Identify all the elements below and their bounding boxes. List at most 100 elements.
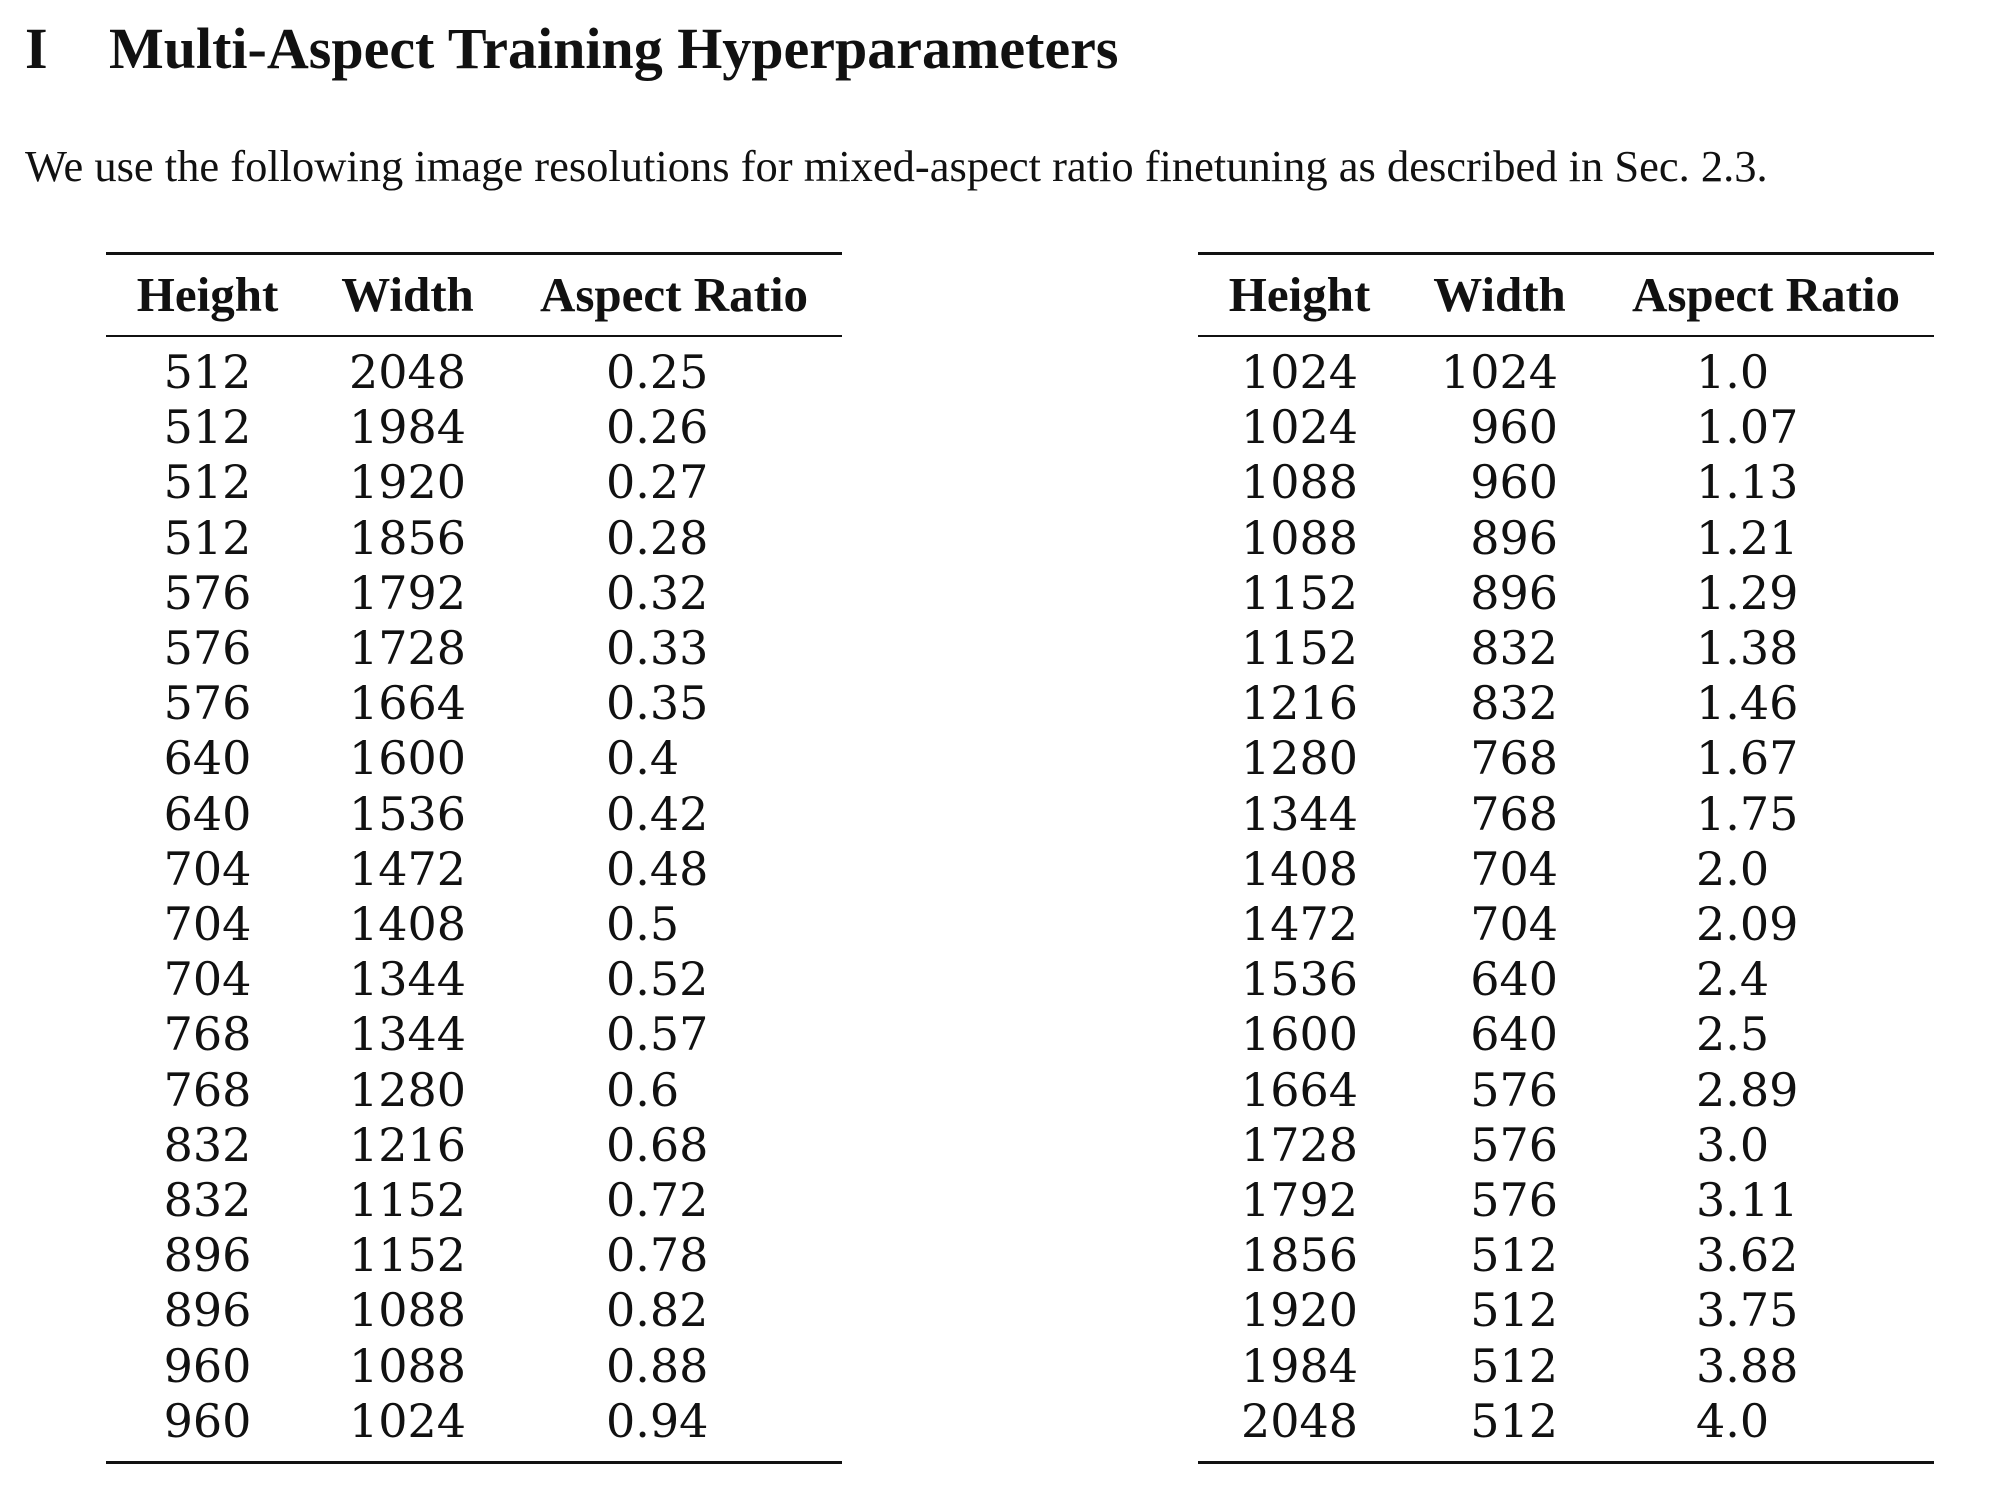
height-cell: 1536	[1240, 952, 1359, 1007]
aspect-ratio-cell: 0.35	[606, 676, 709, 731]
height-cell: 1024	[1240, 345, 1359, 399]
height-cell: 1280	[1240, 731, 1359, 786]
aspect-ratio-cell: 2.89	[1696, 1062, 1799, 1117]
aspect-ratio-cell: 3.0	[1696, 1117, 1770, 1172]
height-cell: 832	[163, 1117, 252, 1172]
width-cell: 576	[1470, 1062, 1558, 1117]
width-cell: 1792	[348, 565, 467, 620]
width-cell: 1280	[348, 1062, 467, 1117]
column-header-width: Width	[309, 253, 506, 337]
table-row: 1536 640 2.4	[1198, 952, 1934, 1007]
column-header-height: Height	[106, 253, 309, 337]
table-row: 704 1344 0.52	[106, 952, 842, 1007]
width-cell: 1536	[348, 786, 467, 841]
aspect-ratio-cell: 0.4	[606, 731, 680, 786]
height-cell: 1728	[1240, 1117, 1359, 1172]
table-row: 1024 960 1.07	[1198, 400, 1934, 455]
aspect-ratio-cell: 0.72	[606, 1173, 709, 1228]
table-row: 960 1088 0.88	[106, 1339, 842, 1394]
width-cell: 512	[1470, 1393, 1558, 1448]
aspect-ratio-cell: 3.62	[1696, 1228, 1799, 1283]
width-cell: 1152	[348, 1173, 467, 1228]
table-row: 640 1600 0.4	[106, 731, 842, 786]
table-row: 1344 768 1.75	[1198, 787, 1934, 842]
aspect-ratio-cell: 0.48	[606, 841, 709, 896]
width-cell: 640	[1470, 1007, 1558, 1062]
table-row: 512 1920 0.27	[106, 455, 842, 510]
height-cell: 704	[163, 841, 252, 896]
height-cell: 1152	[1240, 565, 1359, 620]
height-cell: 960	[163, 1338, 252, 1393]
width-cell: 1344	[348, 1007, 467, 1062]
height-cell: 512	[163, 400, 252, 455]
height-cell: 1984	[1240, 1338, 1359, 1393]
table-row: 896 1152 0.78	[106, 1228, 842, 1283]
aspect-ratio-cell: 0.33	[606, 621, 709, 676]
height-cell: 640	[163, 731, 252, 786]
table-row: 1472 704 2.09	[1198, 897, 1934, 952]
height-cell: 2048	[1240, 1393, 1359, 1448]
aspect-ratio-cell: 0.6	[606, 1062, 680, 1117]
width-cell: 832	[1470, 621, 1558, 676]
width-cell: 1088	[348, 1338, 467, 1393]
width-cell: 1984	[348, 400, 467, 455]
column-header-aspect-ratio: Aspect Ratio	[1598, 253, 1934, 337]
height-cell: 1344	[1240, 786, 1359, 841]
height-cell: 1024	[1240, 400, 1359, 455]
aspect-ratio-cell: 1.07	[1696, 400, 1799, 455]
height-cell: 768	[163, 1007, 252, 1062]
width-cell: 960	[1470, 400, 1558, 455]
aspect-ratio-cell: 1.38	[1696, 621, 1799, 676]
width-cell: 1216	[348, 1117, 467, 1172]
table-row: 960 1024 0.94	[106, 1394, 842, 1463]
aspect-ratio-cell: 1.13	[1696, 455, 1799, 510]
aspect-ratio-cell: 1.29	[1696, 565, 1799, 620]
width-cell: 512	[1470, 1283, 1558, 1338]
height-cell: 1408	[1240, 841, 1359, 896]
width-cell: 1664	[348, 676, 467, 731]
aspect-ratio-cell: 0.68	[606, 1117, 709, 1172]
table-row: 1088 896 1.21	[1198, 511, 1934, 566]
aspect-ratio-cell: 0.57	[606, 1007, 709, 1062]
table-row: 512 1856 0.28	[106, 511, 842, 566]
table-row: 1664 576 2.89	[1198, 1063, 1934, 1118]
aspect-ratio-cell: 0.25	[606, 345, 709, 399]
width-cell: 640	[1470, 952, 1558, 1007]
table-row: 1152 832 1.38	[1198, 621, 1934, 676]
width-cell: 1472	[348, 841, 467, 896]
table-row: 576 1664 0.35	[106, 676, 842, 731]
aspect-ratio-cell: 2.4	[1696, 952, 1770, 1007]
aspect-ratio-cell: 0.88	[606, 1338, 709, 1393]
table-row: 1856 512 3.62	[1198, 1228, 1934, 1283]
table-row: 1920 512 3.75	[1198, 1283, 1934, 1338]
width-cell: 1024	[348, 1393, 467, 1448]
aspect-ratio-cell: 3.11	[1696, 1173, 1799, 1228]
width-cell: 2048	[348, 345, 467, 399]
table-row: 832 1152 0.72	[106, 1173, 842, 1228]
width-cell: 1856	[348, 510, 467, 565]
aspect-ratio-cell: 3.75	[1696, 1283, 1799, 1338]
width-cell: 704	[1470, 841, 1558, 896]
table-row: 704 1408 0.5	[106, 897, 842, 952]
table-row: 1728 576 3.0	[1198, 1118, 1934, 1173]
aspect-ratio-cell: 0.52	[606, 952, 709, 1007]
height-cell: 1472	[1240, 897, 1359, 952]
column-header-height: Height	[1198, 253, 1401, 337]
table-header-row: Height Width Aspect Ratio	[106, 253, 842, 337]
width-cell: 960	[1470, 455, 1558, 510]
width-cell: 1152	[348, 1228, 467, 1283]
height-cell: 1088	[1240, 510, 1359, 565]
aspect-ratio-cell: 3.88	[1696, 1338, 1799, 1393]
aspect-ratio-cell: 0.26	[606, 400, 709, 455]
height-cell: 512	[163, 455, 252, 510]
table-row: 1600 640 2.5	[1198, 1007, 1934, 1062]
table-row: 768 1280 0.6	[106, 1063, 842, 1118]
width-cell: 1600	[348, 731, 467, 786]
width-cell: 896	[1470, 565, 1558, 620]
height-cell: 1792	[1240, 1173, 1359, 1228]
height-cell: 1664	[1240, 1062, 1359, 1117]
height-cell: 832	[163, 1173, 252, 1228]
aspect-ratio-cell: 1.75	[1696, 786, 1799, 841]
width-cell: 512	[1470, 1228, 1558, 1283]
width-cell: 1088	[348, 1283, 467, 1338]
